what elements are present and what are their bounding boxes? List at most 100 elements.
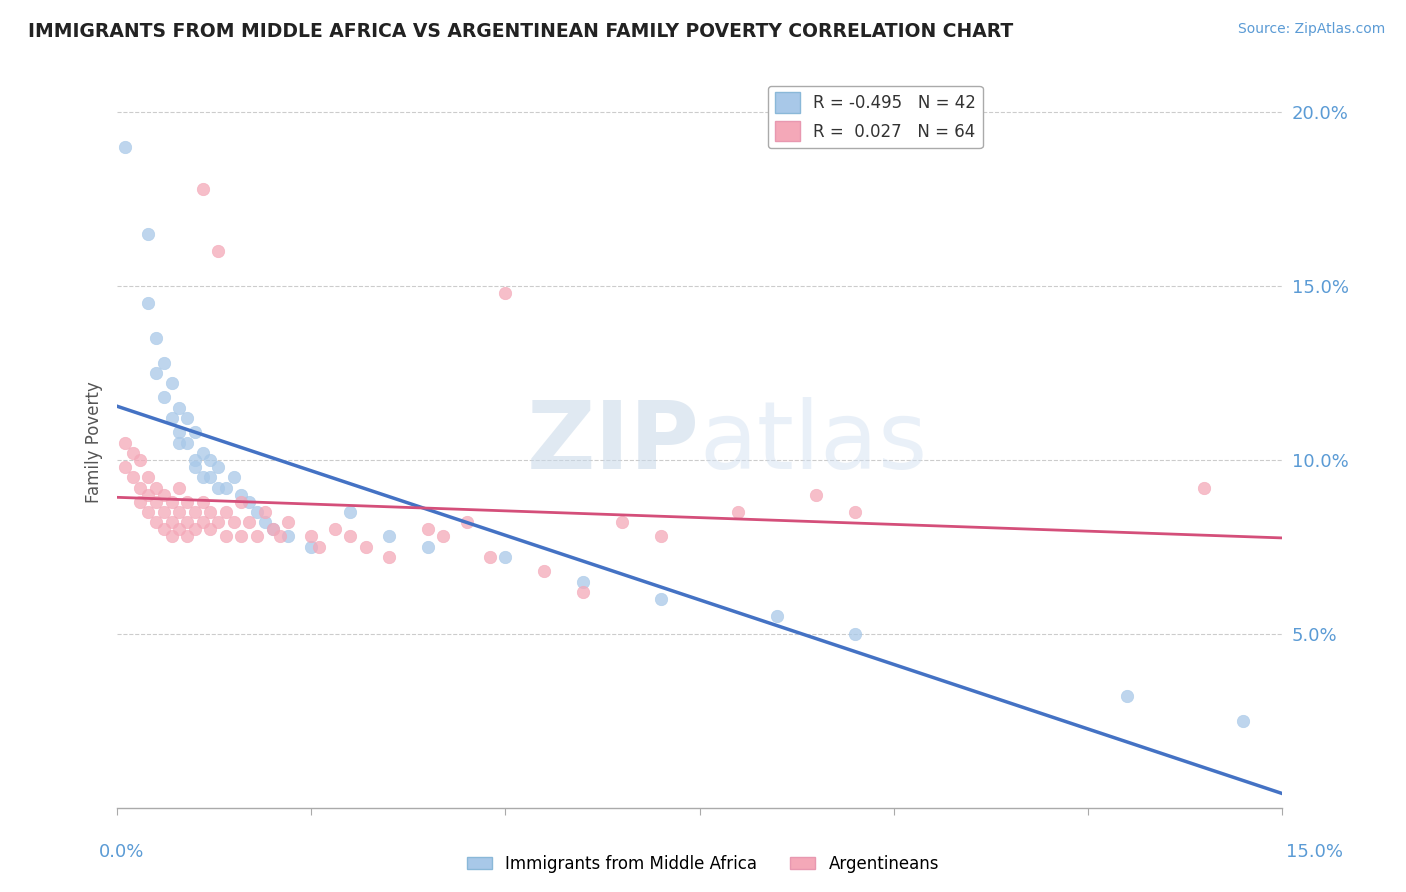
Point — [145, 366, 167, 380]
Point — [238, 494, 260, 508]
Point — [323, 523, 346, 537]
Point — [432, 529, 454, 543]
Point — [766, 609, 789, 624]
Point — [200, 470, 222, 484]
Point — [416, 523, 439, 537]
Point — [200, 523, 222, 537]
Point — [145, 516, 167, 530]
Point — [129, 481, 152, 495]
Point — [176, 411, 198, 425]
Point — [207, 244, 229, 259]
Point — [650, 592, 672, 607]
Point — [136, 296, 159, 310]
Point — [160, 411, 183, 425]
Point — [160, 516, 183, 530]
Text: 0.0%: 0.0% — [98, 843, 143, 861]
Point — [184, 523, 207, 537]
Text: 15.0%: 15.0% — [1285, 843, 1343, 861]
Point — [184, 505, 207, 519]
Point — [207, 481, 229, 495]
Point — [176, 529, 198, 543]
Point — [136, 488, 159, 502]
Legend: R = -0.495   N = 42, R =  0.027   N = 64: R = -0.495 N = 42, R = 0.027 N = 64 — [768, 86, 983, 148]
Point — [495, 285, 517, 300]
Point — [262, 523, 284, 537]
Point — [299, 529, 322, 543]
Point — [169, 401, 191, 415]
Point — [215, 505, 238, 519]
Point — [136, 470, 159, 484]
Point — [176, 516, 198, 530]
Point — [231, 494, 253, 508]
Point — [121, 470, 143, 484]
Text: ZIP: ZIP — [527, 397, 700, 489]
Point — [1115, 690, 1137, 704]
Point — [145, 331, 167, 345]
Point — [184, 459, 207, 474]
Point — [650, 529, 672, 543]
Point — [191, 446, 214, 460]
Point — [136, 505, 159, 519]
Point — [339, 505, 361, 519]
Point — [169, 505, 191, 519]
Point — [191, 182, 214, 196]
Point — [114, 459, 136, 474]
Point — [169, 435, 191, 450]
Point — [136, 227, 159, 241]
Point — [308, 540, 330, 554]
Point — [456, 516, 478, 530]
Point — [231, 529, 253, 543]
Point — [145, 494, 167, 508]
Point — [152, 488, 174, 502]
Point — [121, 446, 143, 460]
Point — [200, 505, 222, 519]
Point — [572, 585, 595, 599]
Point — [160, 376, 183, 391]
Point — [572, 574, 595, 589]
Point — [184, 453, 207, 467]
Point — [222, 470, 245, 484]
Point — [215, 481, 238, 495]
Point — [478, 550, 501, 565]
Point — [246, 505, 269, 519]
Y-axis label: Family Poverty: Family Poverty — [86, 382, 103, 503]
Point — [269, 529, 291, 543]
Point — [160, 494, 183, 508]
Point — [1194, 481, 1216, 495]
Point — [378, 529, 401, 543]
Point — [145, 481, 167, 495]
Point — [152, 505, 174, 519]
Point — [231, 488, 253, 502]
Point — [253, 505, 276, 519]
Point — [176, 494, 198, 508]
Point — [339, 529, 361, 543]
Point — [416, 540, 439, 554]
Point — [169, 523, 191, 537]
Point — [299, 540, 322, 554]
Point — [246, 529, 269, 543]
Point — [114, 140, 136, 154]
Point — [169, 425, 191, 439]
Point — [378, 550, 401, 565]
Point — [169, 481, 191, 495]
Point — [262, 523, 284, 537]
Point — [804, 488, 827, 502]
Point — [207, 516, 229, 530]
Point — [207, 459, 229, 474]
Point — [354, 540, 377, 554]
Point — [114, 435, 136, 450]
Point — [191, 516, 214, 530]
Point — [844, 505, 866, 519]
Point — [253, 516, 276, 530]
Point — [238, 516, 260, 530]
Point — [191, 470, 214, 484]
Point — [844, 626, 866, 640]
Point — [215, 529, 238, 543]
Point — [277, 516, 299, 530]
Legend: Immigrants from Middle Africa, Argentineans: Immigrants from Middle Africa, Argentine… — [460, 848, 946, 880]
Point — [152, 390, 174, 404]
Point — [495, 550, 517, 565]
Point — [152, 523, 174, 537]
Point — [129, 453, 152, 467]
Text: atlas: atlas — [700, 397, 928, 489]
